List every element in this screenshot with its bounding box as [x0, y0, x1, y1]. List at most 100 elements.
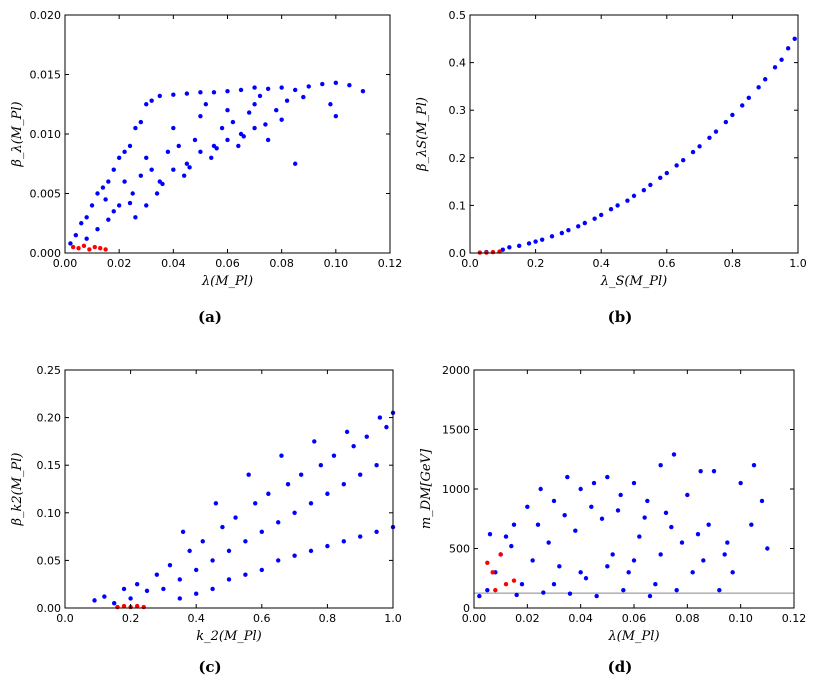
data-point	[230, 119, 236, 125]
data-point	[333, 80, 339, 86]
data-point	[211, 90, 217, 95]
plot-area-a	[68, 80, 366, 252]
data-point	[341, 482, 346, 487]
data-point	[674, 163, 679, 168]
data-point	[111, 167, 116, 172]
data-point	[358, 472, 363, 477]
data-point	[130, 191, 135, 196]
data-point	[121, 586, 127, 592]
highlight-point	[503, 582, 509, 587]
y-tick-label: 2000	[442, 364, 470, 377]
highlight-point	[76, 246, 81, 251]
data-point	[243, 539, 248, 544]
data-point	[160, 181, 165, 187]
x-tick-label: 0.04	[161, 257, 186, 270]
data-point	[664, 170, 669, 176]
y-tick-label: 0.10	[37, 507, 62, 520]
x-tick-label: 0.8	[319, 612, 337, 625]
data-point	[674, 587, 679, 593]
data-point	[246, 110, 252, 115]
data-point	[328, 102, 333, 107]
data-point	[333, 113, 339, 119]
data-point	[198, 90, 203, 95]
data-point	[653, 582, 658, 587]
data-point	[730, 112, 735, 118]
data-point	[181, 173, 187, 178]
data-point	[184, 161, 190, 166]
data-point	[252, 102, 257, 107]
highlight-point	[81, 243, 87, 249]
y-tick-label: 0.0	[449, 247, 467, 260]
data-point	[95, 191, 100, 196]
data-point	[384, 424, 389, 430]
data-point	[690, 149, 696, 155]
data-point	[551, 582, 557, 587]
x-tick-label: 0.00	[53, 257, 78, 270]
data-point	[681, 157, 686, 163]
axes-frame-c	[64, 369, 394, 609]
y-axis-label-d: m_DM[GeV]	[419, 448, 434, 529]
data-point	[723, 119, 729, 125]
data-point	[792, 36, 797, 41]
data-point	[549, 234, 555, 239]
x-tick-label: 0.08	[269, 257, 294, 270]
data-point	[308, 501, 314, 506]
data-point	[713, 129, 719, 134]
data-point	[92, 598, 97, 603]
axes-frame-b	[469, 14, 799, 254]
data-point	[539, 237, 545, 242]
x-axis-label-b: λ_S(M_Pl)	[600, 274, 668, 289]
data-point	[347, 83, 352, 88]
data-point	[133, 215, 138, 220]
data-point	[582, 220, 587, 226]
data-point	[84, 215, 89, 220]
x-tick-label: 0.0	[56, 612, 74, 625]
data-point	[194, 567, 199, 573]
data-point	[605, 564, 610, 569]
data-point	[599, 212, 604, 218]
data-point	[220, 524, 225, 530]
data-point	[127, 200, 133, 206]
data-point	[171, 167, 176, 172]
data-point	[525, 504, 530, 510]
data-point	[509, 543, 514, 549]
data-point	[594, 593, 599, 599]
data-point	[176, 143, 181, 149]
highlight-point	[141, 604, 146, 610]
x-tick-label: 0.04	[568, 612, 593, 625]
highlight-point	[134, 603, 140, 609]
data-point	[511, 522, 517, 527]
data-point	[144, 102, 149, 107]
x-tick-label: 0.2	[527, 257, 545, 270]
highlight-point	[121, 603, 127, 609]
data-point	[500, 247, 505, 252]
data-point	[562, 512, 567, 518]
data-point	[89, 203, 95, 208]
x-axis-label-a: λ(M_Pl)	[201, 274, 253, 289]
panel-a: 0.00 0.02 0.04 0.06 0.08 0.10 0.12 0.0000.0050…	[10, 9, 402, 326]
x-tick-label: 0.12	[782, 612, 807, 625]
data-point	[149, 167, 154, 172]
data-point	[127, 143, 133, 149]
y-axis-label-c: β_k2(M_Pl)	[10, 452, 25, 526]
data-point	[246, 472, 251, 477]
data-point	[177, 577, 182, 582]
x-tick-label: 0.06	[622, 612, 647, 625]
panel-b: 0.0 0.2 0.4 0.6 0.8 1.0 0.0 0.1 0.2 0.3 0.4 0.5 λ_…	[415, 9, 807, 326]
data-point	[765, 546, 770, 551]
highlight-point	[115, 604, 120, 610]
data-point	[573, 528, 578, 533]
data-point	[225, 137, 230, 143]
data-point	[276, 520, 281, 525]
data-point	[73, 232, 79, 238]
axes-frame-a	[64, 14, 391, 254]
data-point	[187, 548, 192, 554]
y-ticks-a: 0.000 0.005 0.010 0.015 0.020	[30, 9, 390, 260]
data-point	[592, 216, 597, 221]
data-point	[503, 534, 509, 539]
data-point	[241, 134, 246, 139]
y-ticks-d: 0 500 1000 1500 2000	[442, 364, 794, 615]
data-point	[517, 243, 522, 249]
data-point	[213, 501, 219, 506]
